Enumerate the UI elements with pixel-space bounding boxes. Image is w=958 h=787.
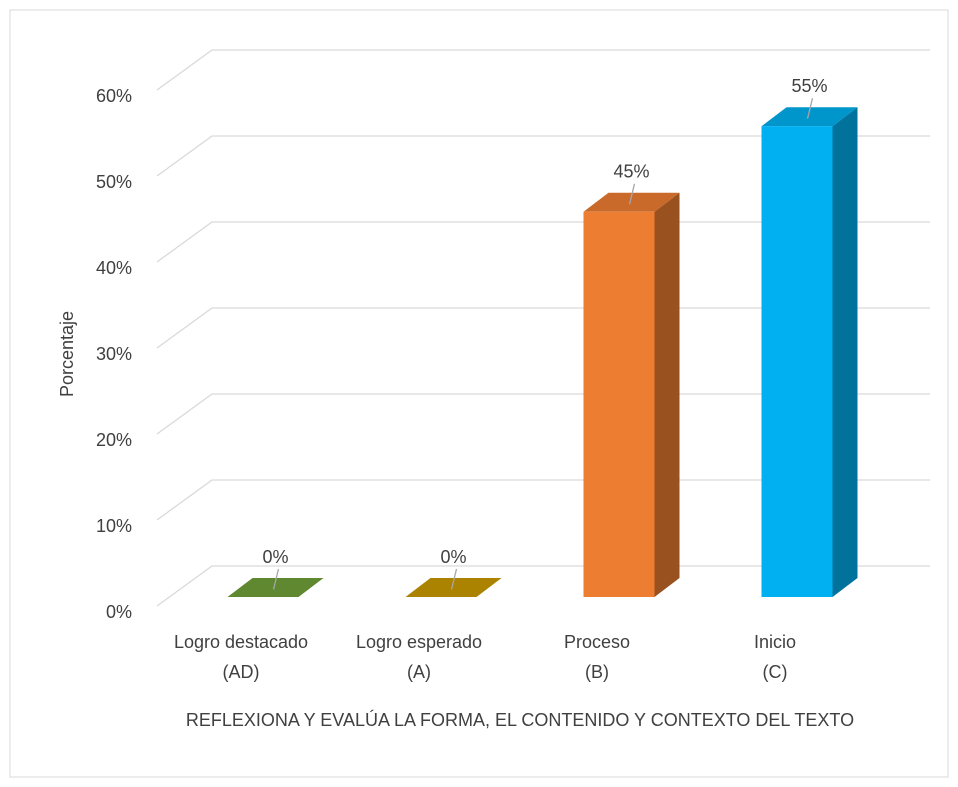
bar-top (583, 192, 680, 212)
bar-top (761, 107, 858, 127)
y-axis-title: Porcentaje (57, 311, 77, 397)
bar (583, 211, 655, 598)
grid-line (156, 307, 930, 349)
leader-line (628, 183, 636, 205)
x-tick-label: Inicio (754, 632, 796, 652)
y-tick-label: 0% (106, 602, 132, 622)
grid-line (156, 479, 930, 521)
y-tick-label: 50% (96, 172, 132, 192)
x-tick-label: (A) (407, 662, 431, 682)
value-label: 45% (613, 162, 649, 182)
bar-side (832, 107, 858, 597)
x-tick-label: Proceso (564, 632, 630, 652)
value-label: 55% (791, 76, 827, 96)
bar-side (654, 192, 680, 598)
y-tick-label: 20% (96, 430, 132, 450)
x-axis-title-box: REFLEXIONA Y EVALÚA LA FORMA, EL CONTENI… (185, 710, 855, 730)
leader-line (450, 568, 458, 590)
x-tick-label: Logro destacado (174, 632, 308, 652)
leader-line (272, 568, 280, 590)
x-tick-label: (AD) (223, 662, 260, 682)
grid-line (156, 49, 930, 91)
y-tick-label: 10% (96, 516, 132, 536)
bar (761, 126, 833, 597)
y-tick-label: 60% (96, 86, 132, 106)
x-tick-label: Logro esperado (356, 632, 482, 652)
grid-line (156, 221, 930, 263)
grid-line (156, 565, 930, 607)
y-tick-label: 40% (96, 258, 132, 278)
leader-line (806, 98, 814, 119)
x-tick-label: (B) (585, 662, 609, 682)
bar-top (227, 578, 324, 597)
bar-top (405, 578, 502, 597)
grid-line (156, 135, 930, 177)
value-label: 0% (262, 547, 288, 567)
x-tick-label: (C) (763, 662, 788, 682)
y-tick-label: 30% (96, 344, 132, 364)
value-label: 0% (440, 547, 466, 567)
x-axis-title: REFLEXIONA Y EVALÚA LA FORMA, EL CONTENI… (185, 710, 855, 730)
grid-line (156, 393, 930, 435)
